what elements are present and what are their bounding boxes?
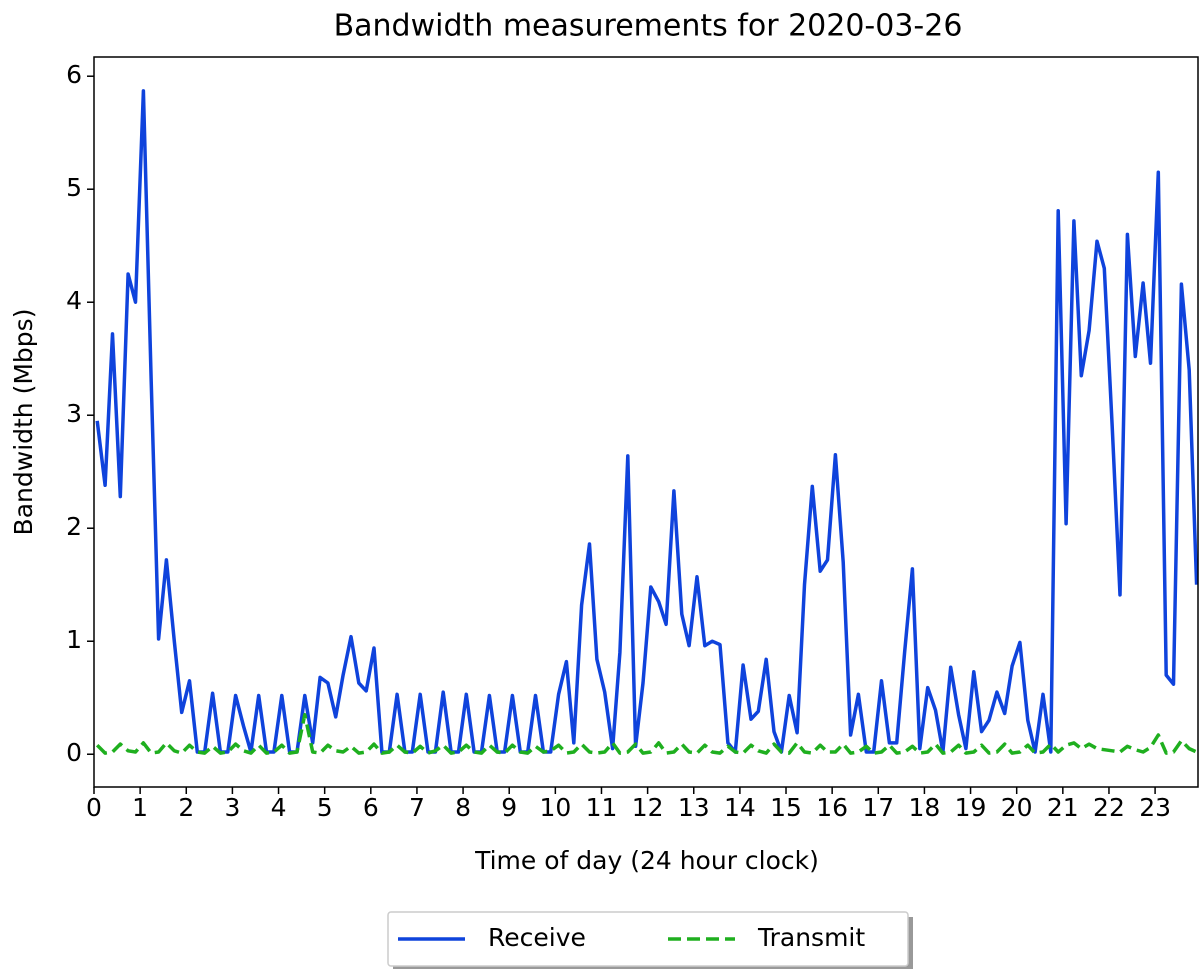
x-axis-label: Time of day (24 hour clock) <box>474 846 819 875</box>
x-tick-label: 19 <box>955 793 987 822</box>
legend-label: Receive <box>488 923 586 952</box>
x-tick-label: 14 <box>724 793 756 822</box>
x-tick-label: 10 <box>539 793 571 822</box>
y-tick-label: 2 <box>66 512 82 541</box>
x-tick-label: 18 <box>909 793 941 822</box>
x-tick-label: 17 <box>862 793 894 822</box>
chart-title: Bandwidth measurements for 2020-03-26 <box>334 9 963 44</box>
x-tick-label: 11 <box>586 793 618 822</box>
x-tick-label: 8 <box>455 793 471 822</box>
y-tick-label: 0 <box>66 738 82 767</box>
y-axis-label: Bandwidth (Mbps) <box>9 309 38 536</box>
legend <box>387 911 909 967</box>
x-tick-label: 21 <box>1047 793 1079 822</box>
x-tick-label: 2 <box>178 793 194 822</box>
legend-label: Transmit <box>757 923 865 952</box>
x-tick-label: 0 <box>86 793 102 822</box>
x-tick-label: 6 <box>363 793 379 822</box>
x-tick-label: 4 <box>271 793 287 822</box>
x-tick-label: 9 <box>501 793 517 822</box>
line-series <box>95 89 1199 754</box>
y-tick-label: 1 <box>66 625 82 654</box>
x-tick-label: 15 <box>770 793 802 822</box>
plot-frame <box>93 56 1199 788</box>
y-tick-label: 3 <box>66 399 82 428</box>
line-series <box>95 712 1198 755</box>
x-tick-label: 7 <box>409 793 425 822</box>
x-tick-label: 23 <box>1139 793 1171 822</box>
x-tick-label: 16 <box>816 793 848 822</box>
x-tick-label: 22 <box>1093 793 1125 822</box>
x-tick-label: 3 <box>224 793 240 822</box>
y-tick-label: 4 <box>66 286 82 315</box>
x-tick-label: 5 <box>317 793 333 822</box>
y-tick-label: 5 <box>66 173 82 202</box>
y-tick-label: 6 <box>66 60 82 89</box>
x-tick-label: 1 <box>132 793 148 822</box>
x-tick-label: 13 <box>678 793 710 822</box>
x-tick-label: 12 <box>632 793 664 822</box>
x-tick-label: 20 <box>1001 793 1033 822</box>
